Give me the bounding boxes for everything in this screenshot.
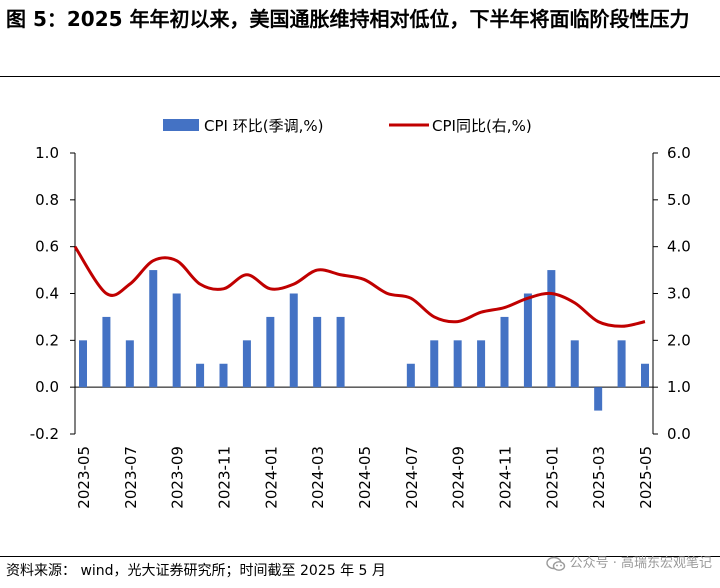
- x-axis-tick-label: 2024-11: [497, 446, 515, 509]
- cpi-mom-bar: [406, 363, 415, 388]
- left-axis-tick-label: 1.0: [35, 144, 59, 162]
- cpi-mom-bar: [617, 340, 626, 388]
- legend-bar-label: CPI 环比(季调,%): [204, 117, 323, 135]
- cpi-mom-bar: [641, 363, 649, 388]
- wechat-icon: [545, 556, 565, 571]
- cpi-mom-bar: [219, 363, 228, 388]
- cpi-mom-bar: [266, 316, 275, 388]
- cpi-mom-bar: [523, 293, 532, 388]
- x-axis-tick-label: 2023-11: [216, 446, 234, 509]
- cpi-yoy-line: [73, 245, 646, 328]
- right-axis-tick-label: 1.0: [667, 378, 691, 396]
- title-divider: [0, 76, 720, 77]
- left-axis-tick-label: 0.0: [35, 378, 59, 396]
- x-axis-tick-label: 2024-09: [450, 446, 468, 509]
- watermark: 公众号 · 高瑞东宏观笔记: [545, 552, 712, 576]
- cpi-mom-bar: [196, 363, 205, 388]
- cpi-mom-bar: [125, 340, 134, 388]
- cpi-mom-bar: [79, 340, 87, 388]
- x-axis-tick-label: 2023-05: [75, 446, 93, 509]
- right-axis-tick-label: 6.0: [667, 144, 691, 162]
- watermark-text: 公众号 · 高瑞东宏观笔记: [569, 556, 712, 571]
- right-axis-tick-label: 0.0: [667, 425, 691, 443]
- x-axis-tick-label: 2024-05: [356, 446, 374, 509]
- cpi-chart: 1.0 0.8 0.6 0.4 0.2 0.0 -0.2 6.0 5.0 4.0 3.0 2.0 1.0…: [30, 117, 691, 509]
- cpi-mom-bar: [570, 340, 579, 388]
- right-axis-tick-label: 4.0: [667, 238, 691, 256]
- cpi-mom-bar: [102, 316, 111, 388]
- cpi-mom-bar: [500, 316, 509, 388]
- cpi-mom-bar: [547, 270, 556, 388]
- x-axis-tick-label: 2025-03: [590, 446, 608, 509]
- left-axis-tick-label: 0.4: [35, 285, 59, 303]
- x-axis-tick-label: 2023-09: [169, 446, 187, 509]
- figure-title: 图 5：2025 年年初以来，美国通胀维持相对低位，下半年将面临阶段性压力: [6, 7, 690, 31]
- cpi-mom-bar: [453, 340, 462, 388]
- cpi-mom-bar: [336, 316, 345, 388]
- x-axis-tick-label: 2023-07: [122, 446, 140, 509]
- cpi-mom-bar: [242, 340, 251, 388]
- cpi-mom-bar: [477, 340, 486, 388]
- cpi-mom-bar: [149, 270, 158, 388]
- x-axis-tick-label: 2025-01: [543, 446, 561, 509]
- left-axis-tick-label: 0.8: [35, 191, 59, 209]
- source-divider: [0, 556, 720, 557]
- cpi-mom-bar: [172, 293, 181, 388]
- right-axis-tick-label: 5.0: [667, 191, 691, 209]
- x-axis-tick-label: 2025-05: [637, 446, 655, 509]
- cpi-mom-bar: [430, 340, 439, 388]
- source-note: 资料来源： wind，光大证券研究所；时间截至 2025 年 5 月: [6, 563, 386, 579]
- right-axis-tick-label: 2.0: [667, 331, 691, 349]
- x-axis-tick-label: 2024-07: [403, 446, 421, 509]
- left-axis-tick-label: -0.2: [30, 425, 59, 443]
- x-axis-tick-label: 2024-01: [262, 446, 280, 509]
- legend-bar-swatch: [163, 119, 199, 131]
- left-axis-tick-label: 0.6: [35, 238, 59, 256]
- cpi-mom-bar: [313, 316, 322, 388]
- legend-line-label: CPI同比(右,%): [432, 117, 532, 135]
- cpi-mom-bar: [289, 293, 298, 388]
- left-axis-tick-label: 0.2: [35, 331, 59, 349]
- cpi-mom-bar: [594, 387, 603, 411]
- right-axis-tick-label: 3.0: [667, 285, 691, 303]
- x-axis-tick-label: 2024-03: [309, 446, 327, 509]
